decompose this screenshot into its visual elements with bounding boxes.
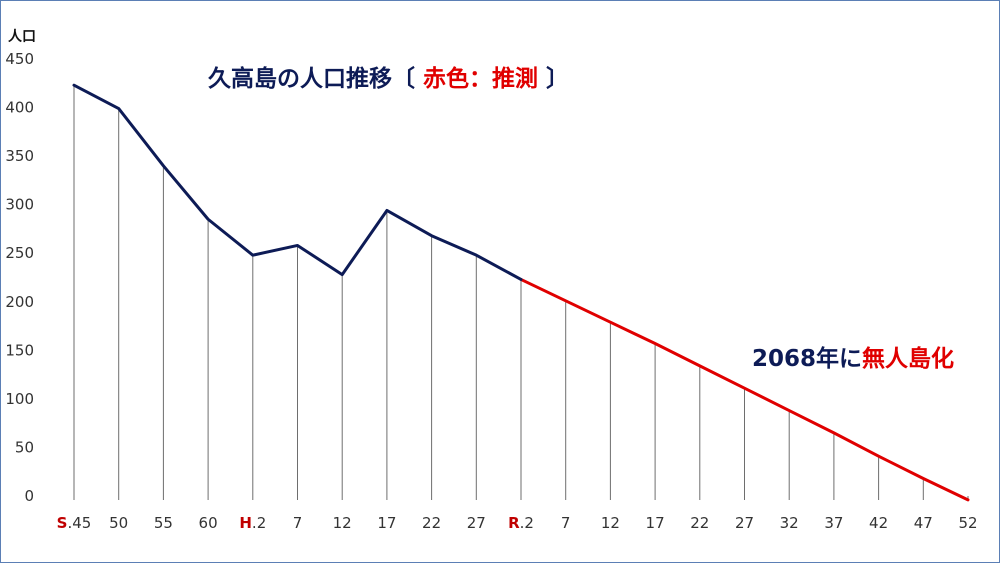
year-number: 47: [914, 514, 933, 532]
year-number: 22: [422, 514, 441, 532]
data-point: [653, 342, 657, 346]
year-number: 7: [561, 514, 571, 532]
data-point: [430, 234, 434, 238]
year-number: 60: [199, 514, 218, 532]
title-part: 〕: [538, 65, 569, 92]
data-point: [877, 454, 881, 458]
projected-series-line: [519, 277, 970, 502]
data-point: [787, 409, 791, 413]
x-tick-label: 55: [154, 514, 173, 532]
x-tick-label: 17: [377, 514, 396, 532]
annotation-part: 2068年に: [752, 345, 862, 372]
x-tick-label: 22: [422, 514, 441, 532]
y-tick-label: 350: [5, 147, 34, 165]
data-point: [72, 83, 76, 87]
x-tick-label: 52: [958, 514, 977, 532]
x-tick-label: 47: [914, 514, 933, 532]
x-tick-label: H.2: [239, 514, 266, 532]
annotation-uninhabited: 2068年に無人島化: [752, 345, 954, 372]
x-tick-label: 50: [109, 514, 128, 532]
year-number: 42: [869, 514, 888, 532]
y-tick-label: 400: [5, 99, 34, 117]
year-number: 52: [958, 514, 977, 532]
x-tick-label: 37: [824, 514, 843, 532]
year-number: 32: [780, 514, 799, 532]
data-point: [117, 107, 121, 111]
year-number: 55: [154, 514, 173, 532]
year-number: 17: [646, 514, 665, 532]
y-tick-label: 150: [5, 341, 34, 359]
year-number: 50: [109, 514, 128, 532]
data-point: [340, 273, 344, 277]
x-tick-label: 17: [646, 514, 665, 532]
data-point: [698, 364, 702, 368]
year-number: 27: [467, 514, 486, 532]
annotation-part: 無人島化: [862, 345, 954, 372]
x-tick-label: 27: [735, 514, 754, 532]
x-tick-label: 27: [467, 514, 486, 532]
year-number: 17: [377, 514, 396, 532]
year-number: 37: [824, 514, 843, 532]
year-number: 7: [293, 514, 303, 532]
observed-series-line: [72, 83, 523, 281]
chart-title: 久高島の人口推移〔 赤色：推測 〕: [208, 65, 569, 92]
x-tick-label: 7: [561, 514, 571, 532]
era-letter: H: [239, 514, 252, 532]
year-number: 12: [333, 514, 352, 532]
data-point: [385, 208, 389, 212]
y-tick-label: 300: [5, 196, 34, 214]
x-tick-label: 60: [199, 514, 218, 532]
x-tick-label: S.45: [57, 514, 92, 532]
x-tick-label: 22: [690, 514, 709, 532]
y-tick-label: 100: [5, 390, 34, 408]
x-tick-label: 32: [780, 514, 799, 532]
x-tick-label: 12: [601, 514, 620, 532]
year-number: 27: [735, 514, 754, 532]
year-number: .2: [252, 514, 266, 532]
data-point: [474, 253, 478, 257]
data-point: [743, 386, 747, 390]
y-tick-label: 50: [15, 438, 34, 456]
era-letter: S: [57, 514, 68, 532]
year-number: .2: [520, 514, 534, 532]
era-letter: R: [508, 514, 520, 532]
x-tick-label: 7: [293, 514, 303, 532]
y-tick-label: 450: [5, 50, 34, 68]
title-part: 久高島の人口推移〔: [208, 65, 423, 92]
data-point: [296, 243, 300, 247]
y-axis-label: 人口: [8, 28, 36, 45]
data-point: [519, 277, 523, 281]
data-point: [251, 253, 255, 257]
data-point: [206, 217, 210, 221]
data-point: [608, 320, 612, 324]
data-point: [564, 299, 568, 303]
title-part: 赤色：推測: [423, 65, 538, 92]
data-point: [832, 431, 836, 435]
x-tick-label: R.2: [508, 514, 534, 532]
data-point: [161, 164, 165, 168]
data-point: [921, 477, 925, 481]
data-point: [966, 498, 970, 502]
x-tick-label: 42: [869, 514, 888, 532]
y-tick-label: 0: [24, 487, 34, 505]
year-number: 12: [601, 514, 620, 532]
x-tick-label: 12: [333, 514, 352, 532]
y-tick-label: 200: [5, 293, 34, 311]
y-tick-label: 250: [5, 244, 34, 262]
year-number: .45: [67, 514, 91, 532]
year-number: 22: [690, 514, 709, 532]
